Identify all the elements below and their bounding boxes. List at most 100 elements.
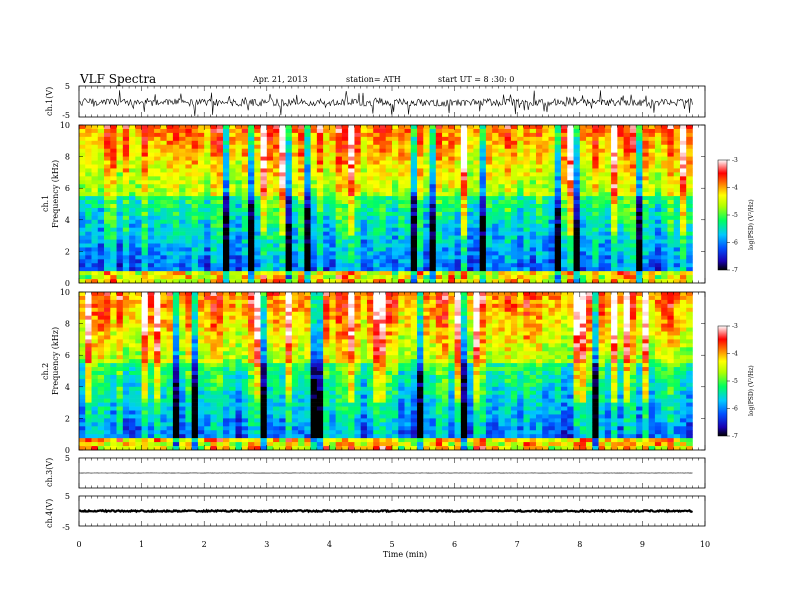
spectrogram-cell [636, 235, 643, 240]
spectrogram-cell [141, 267, 149, 272]
spectrogram-cell [298, 259, 305, 264]
spectrogram-cell [204, 223, 211, 228]
spectrogram-cell [598, 148, 606, 153]
spectrogram-cell [97, 355, 105, 360]
spectrogram-cell [467, 204, 474, 209]
spectrogram-cell [548, 247, 556, 252]
spectrogram-cell [448, 176, 455, 181]
spectrogram-cell [85, 160, 92, 165]
spectrogram-cell [335, 215, 343, 221]
spectrogram-cell [91, 132, 99, 138]
spectrogram-cell [467, 231, 474, 236]
spectrogram-cell [673, 271, 681, 276]
spectrogram-cell [348, 164, 355, 169]
spectrogram-cell [104, 125, 111, 130]
spectrogram-cell [222, 125, 230, 130]
spectrogram-cell [147, 255, 155, 260]
spectrogram-cell [573, 125, 581, 130]
spectrogram-cell [222, 243, 230, 248]
spectrogram-cell [535, 275, 543, 280]
spectrogram-cell [235, 215, 243, 221]
spectrogram-cell [629, 156, 637, 161]
spectrogram-cell [429, 271, 437, 276]
spectrogram-cell [85, 414, 92, 419]
spectrogram-cell [561, 160, 568, 165]
spectrogram-cell [479, 243, 487, 248]
spectrogram-cell [498, 140, 505, 146]
spectrogram-cell [241, 200, 249, 205]
spectrogram-cell [360, 271, 368, 276]
spectrogram-cell [554, 223, 562, 228]
spectrogram-cell [248, 251, 255, 256]
spectrogram-cell [504, 152, 512, 157]
spectrogram-cell [141, 319, 149, 324]
spectrogram-cell [410, 235, 418, 240]
spectrogram-cell [517, 184, 524, 189]
spectrogram-cell [179, 251, 186, 256]
spectrogram-cell [404, 136, 412, 142]
spectrogram-cell [504, 219, 512, 225]
spectrogram-cell [154, 227, 161, 232]
spectrogram-cell [291, 204, 299, 209]
spectrogram-cell [122, 168, 130, 173]
spectrogram-cell [348, 267, 355, 272]
spectrogram-cell [348, 275, 355, 280]
spectrogram-cell [110, 184, 117, 189]
spectrogram-cell [97, 136, 105, 142]
spectrogram-cell [410, 255, 418, 260]
spectrogram-cell [579, 148, 587, 153]
spectrogram-cell [185, 255, 192, 260]
spectrogram-cell [366, 235, 374, 240]
spectrogram-cell [498, 235, 505, 240]
spectrogram-cell [160, 430, 167, 435]
spectrogram-cell [222, 184, 230, 189]
spectrogram-cell [442, 128, 449, 134]
spectrogram-cell [304, 267, 311, 272]
spectrogram-cell [179, 164, 186, 169]
spectrogram-cell [147, 168, 155, 173]
spectrogram-cell [97, 295, 105, 301]
spectrogram-cell [160, 148, 167, 153]
spectrogram-cell [504, 227, 512, 232]
spectrogram-cell [642, 184, 649, 189]
freq-tick-label: 4 [65, 216, 70, 225]
spectrogram-cell [85, 292, 92, 297]
spectrogram-cell [329, 215, 336, 221]
spectrogram-cell [392, 275, 399, 280]
spectrogram-cell [485, 200, 493, 205]
spectrogram-cell [316, 156, 324, 161]
spectrogram-cell [266, 275, 274, 280]
spectrogram-cell [617, 184, 624, 189]
spectrogram-cell [222, 160, 230, 165]
spectrogram-cell [335, 251, 343, 256]
spectrogram-cell [185, 192, 192, 197]
spectrogram-cell [417, 259, 424, 264]
spectrogram-cell [535, 200, 543, 205]
spectrogram-cell [379, 275, 387, 280]
spectrogram-cell [586, 125, 593, 130]
spectrogram-cell [542, 144, 549, 149]
spectrogram-cell [604, 128, 612, 134]
spectrogram-cell [141, 168, 149, 173]
spectrogram-cell [642, 148, 649, 153]
spectrogram-cell [110, 247, 117, 252]
spectrogram-cell [485, 223, 493, 228]
spectrogram-cell [485, 207, 493, 213]
spectrogram-cell [110, 414, 117, 419]
spectrogram-cell [510, 219, 518, 225]
spectrogram-cell [373, 200, 380, 205]
spectrogram-cell [385, 251, 393, 256]
spectrogram-cell [648, 223, 656, 228]
spectrogram-cell [667, 140, 674, 146]
spectrogram-cell [586, 132, 593, 138]
spectrogram-cell [172, 184, 180, 189]
spectrogram-cell [298, 144, 305, 149]
spectrogram-cell [554, 255, 562, 260]
spectrogram-cell [129, 251, 136, 256]
spectrogram-cell [122, 215, 130, 221]
spectrogram-cell [135, 164, 142, 169]
spectrogram-cell [335, 140, 343, 146]
spectrogram-cell [85, 259, 92, 264]
spectrogram-cell [542, 176, 549, 181]
spectrogram-cell [210, 164, 218, 169]
